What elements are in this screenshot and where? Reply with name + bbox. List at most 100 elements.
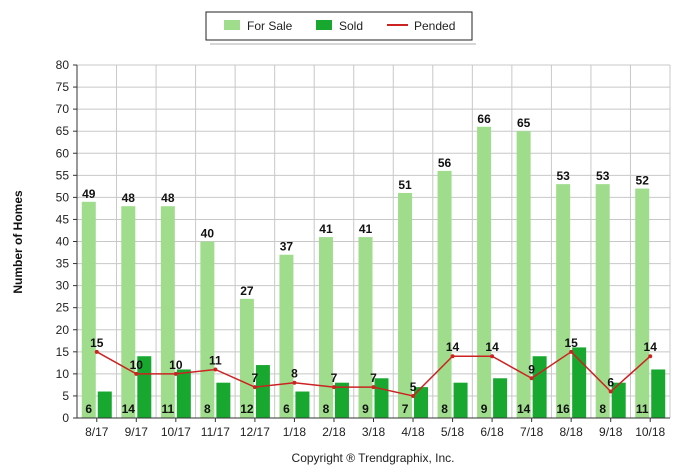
- y-tick-label: 65: [56, 124, 70, 138]
- y-tick-label: 25: [56, 301, 70, 315]
- bar-sold: [453, 382, 468, 418]
- pended-point: [134, 371, 139, 376]
- x-tick-label: 5/18: [441, 425, 465, 439]
- bar-sold: [137, 356, 152, 418]
- y-tick-label: 5: [62, 389, 69, 403]
- x-tick-label: 9/18: [599, 425, 623, 439]
- legend-label-for-sale: For Sale: [247, 19, 293, 33]
- x-tick-label: 8/18: [559, 425, 583, 439]
- bar-for-sale: [398, 192, 413, 418]
- data-label-for-sale: 66: [477, 112, 491, 126]
- data-label-for-sale: 56: [438, 156, 452, 170]
- x-tick-label: 12/17: [240, 425, 270, 439]
- copyright: Copyright ® Trendgraphix, Inc.: [292, 451, 455, 465]
- bar-sold: [611, 382, 626, 418]
- bar-for-sale: [81, 201, 96, 418]
- pended-line: [94, 349, 653, 398]
- pended-point: [411, 393, 416, 398]
- data-label-pended: 6: [607, 376, 614, 390]
- bar-sold: [97, 391, 112, 418]
- data-label-pended: 5: [410, 380, 417, 394]
- y-tick-label: 50: [56, 190, 70, 204]
- y-tick-label: 80: [56, 58, 70, 72]
- y-tick-label: 40: [56, 235, 70, 249]
- bar-sold: [295, 391, 310, 418]
- bar-sold: [216, 382, 231, 418]
- bar-for-sale: [437, 170, 452, 418]
- data-label-for-sale: 27: [240, 284, 254, 298]
- bar-for-sale: [318, 237, 333, 418]
- data-label-pended: 7: [252, 371, 259, 385]
- data-label-for-sale: 40: [201, 227, 215, 241]
- y-axis-label: Number of Homes: [11, 190, 25, 294]
- data-label-pended: 9: [528, 362, 535, 376]
- y-tick-label: 10: [56, 367, 70, 381]
- pended-point: [173, 371, 178, 376]
- bar-for-sale: [121, 206, 136, 418]
- data-label-sold: 11: [636, 402, 649, 416]
- data-label-sold: 8: [599, 402, 606, 416]
- data-label-for-sale: 48: [122, 191, 136, 205]
- bar-sold: [334, 382, 349, 418]
- data-label-pended: 10: [169, 358, 183, 372]
- y-tick-label: 60: [56, 146, 70, 160]
- pended-point: [371, 385, 376, 390]
- bar-sold: [532, 356, 547, 418]
- data-label-sold: 12: [240, 402, 254, 416]
- bar-for-sale: [200, 241, 215, 418]
- bar-sold: [176, 369, 191, 418]
- x-tick-label: 4/18: [401, 425, 425, 439]
- data-label-pended: 7: [370, 371, 377, 385]
- pended-point: [648, 354, 653, 359]
- data-label-sold: 9: [481, 402, 488, 416]
- y-tick-label: 30: [56, 279, 70, 293]
- bar-for-sale: [279, 254, 294, 418]
- data-label-pended: 14: [446, 340, 460, 354]
- bar-sold: [414, 387, 429, 418]
- pended-point: [292, 380, 297, 385]
- pended-point: [450, 354, 455, 359]
- legend-label-sold: Sold: [339, 19, 363, 33]
- data-label-sold: 8: [204, 402, 211, 416]
- x-tick-label: 6/18: [480, 425, 504, 439]
- data-label-for-sale: 53: [596, 169, 610, 183]
- bars: [81, 126, 666, 419]
- data-label-for-sale: 51: [398, 178, 412, 192]
- bar-sold: [255, 365, 270, 418]
- data-label-pended: 8: [291, 367, 298, 381]
- bar-for-sale: [635, 188, 650, 418]
- data-label-for-sale: 41: [359, 222, 373, 236]
- data-label-for-sale: 53: [556, 169, 570, 183]
- y-tick-label: 70: [56, 102, 70, 116]
- bar-for-sale: [160, 206, 175, 418]
- y-tick-label: 45: [56, 212, 70, 226]
- bar-sold: [572, 347, 587, 418]
- pended-point: [213, 367, 218, 372]
- legend-swatch-for-sale: [224, 20, 240, 30]
- y-axis-ticks: 0 5 10 15 20 25 30 35 40 45 50 55 60 65 70 75 80: [56, 58, 77, 425]
- data-label-sold: 8: [441, 402, 448, 416]
- x-axis-ticks: 8/17 9/17 10/17 11/17 12/17 1/18 2/18 3/18 4/18 5…: [85, 418, 666, 439]
- data-label-sold: 8: [323, 402, 330, 416]
- pended-point: [608, 389, 613, 394]
- bar-sold: [651, 369, 666, 418]
- data-label-pended: 10: [130, 358, 144, 372]
- data-label-for-sale: 49: [82, 187, 96, 201]
- y-tick-label: 0: [62, 411, 69, 425]
- bar-for-sale: [516, 131, 531, 418]
- legend-label-pended: Pended: [414, 19, 455, 33]
- data-label-for-sale: 48: [161, 191, 175, 205]
- legend: For Sale Sold Pended: [205, 11, 476, 45]
- y-tick-label: 35: [56, 257, 70, 271]
- data-label-sold: 6: [283, 402, 290, 416]
- data-label-pended: 15: [90, 336, 104, 350]
- bar-for-sale: [595, 184, 610, 418]
- pended-point: [94, 349, 99, 354]
- x-tick-label: 10/17: [161, 425, 191, 439]
- pended-point: [331, 385, 336, 390]
- data-label-sold: 14: [122, 402, 136, 416]
- y-tick-label: 20: [56, 323, 70, 337]
- y-tick-label: 15: [56, 345, 70, 359]
- x-tick-label: 7/18: [520, 425, 544, 439]
